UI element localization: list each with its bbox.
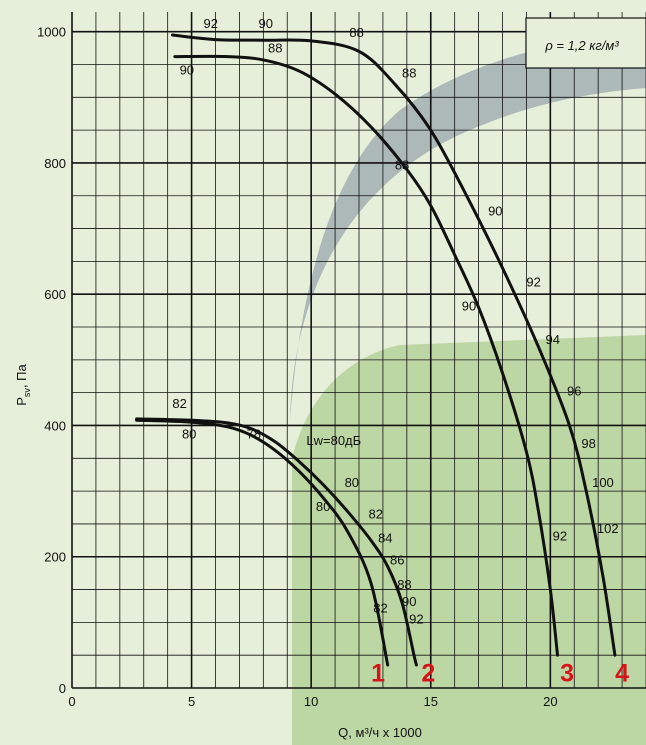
- curve-2: [135, 417, 418, 667]
- noise-level-label: 90: [488, 203, 502, 218]
- noise-level-label: 80: [316, 499, 330, 514]
- noise-level-label: 100: [592, 475, 614, 490]
- noise-level-label: 90: [462, 299, 476, 314]
- noise-level-label: 102: [597, 521, 619, 536]
- noise-level-label: 94: [545, 332, 559, 347]
- y-axis-title-rest: , Па: [14, 364, 29, 389]
- y-axis-title-sub: sv: [22, 388, 32, 398]
- curve-4: [170, 33, 617, 657]
- y-axis-title: Psv, Па: [14, 364, 32, 406]
- curve-number-1: 1: [371, 659, 385, 687]
- y-tick-label: 600: [44, 287, 66, 302]
- x-tick-label: 15: [424, 694, 438, 709]
- noise-level-label: 82: [373, 601, 387, 616]
- y-tick-label: 1000: [37, 25, 66, 40]
- efficiency-band-area: [290, 30, 646, 420]
- noise-level-label: 84: [378, 530, 392, 545]
- curve-labels: 82 80 80 82 1 78 80 82 84 86 88 90 92 2 90 88 88 90 92 3 92 9…: [172, 16, 629, 688]
- noise-level-label: 96: [567, 383, 581, 398]
- density-note: ρ = 1,2 кг/м³: [544, 38, 619, 53]
- noise-level-label: 90: [402, 594, 416, 609]
- efficiency-band: [290, 30, 646, 420]
- noise-level-label: 92: [553, 528, 567, 543]
- noise-level-label: 80: [345, 475, 359, 490]
- recommended-zone: [292, 335, 646, 745]
- y-tick-label: 200: [44, 550, 66, 565]
- x-tick-label: 20: [543, 694, 557, 709]
- noise-level-label: 88: [397, 577, 411, 592]
- noise-level-label: 82: [172, 396, 186, 411]
- noise-level-label: 88: [395, 158, 409, 173]
- curve-number-4: 4: [615, 659, 629, 687]
- noise-level-label: 90: [180, 62, 194, 77]
- noise-level-label: 82: [369, 507, 383, 522]
- x-tick-label: 0: [68, 694, 75, 709]
- curve-3: [173, 54, 560, 657]
- y-tick-label: 0: [59, 681, 66, 696]
- noise-level-label: 88: [402, 66, 416, 81]
- x-axis-title: Q, м³/ч x 1000: [338, 725, 422, 740]
- noise-level-label: 92: [409, 612, 423, 627]
- y-tick-label: 400: [44, 418, 66, 433]
- x-tick-label: 10: [304, 694, 318, 709]
- noise-level-label: 92: [526, 274, 540, 289]
- lw-label: Lw=80дБ: [306, 433, 361, 448]
- noise-level-label: 92: [203, 16, 217, 31]
- noise-level-label: 86: [390, 553, 404, 568]
- noise-level-label: 78: [247, 427, 261, 442]
- noise-level-label: 90: [258, 16, 272, 31]
- grid: [71, 12, 646, 689]
- x-tick-label: 5: [188, 694, 195, 709]
- density-note-box: ρ = 1,2 кг/м³: [525, 17, 646, 69]
- noise-level-label: 80: [182, 427, 196, 442]
- y-axis-title-main: P: [14, 397, 29, 406]
- noise-level-label: 98: [581, 436, 595, 451]
- curve-number-3: 3: [560, 659, 574, 687]
- noise-level-label: 88: [349, 25, 363, 40]
- curve-1: [135, 418, 390, 667]
- noise-level-label: 88: [268, 41, 282, 56]
- y-tick-label: 800: [44, 156, 66, 171]
- recommended-zone-area: [292, 335, 646, 745]
- curve-number-2: 2: [421, 659, 435, 687]
- svg-text:Psv, Па: Psv, Па: [14, 364, 32, 406]
- curves: [135, 33, 617, 667]
